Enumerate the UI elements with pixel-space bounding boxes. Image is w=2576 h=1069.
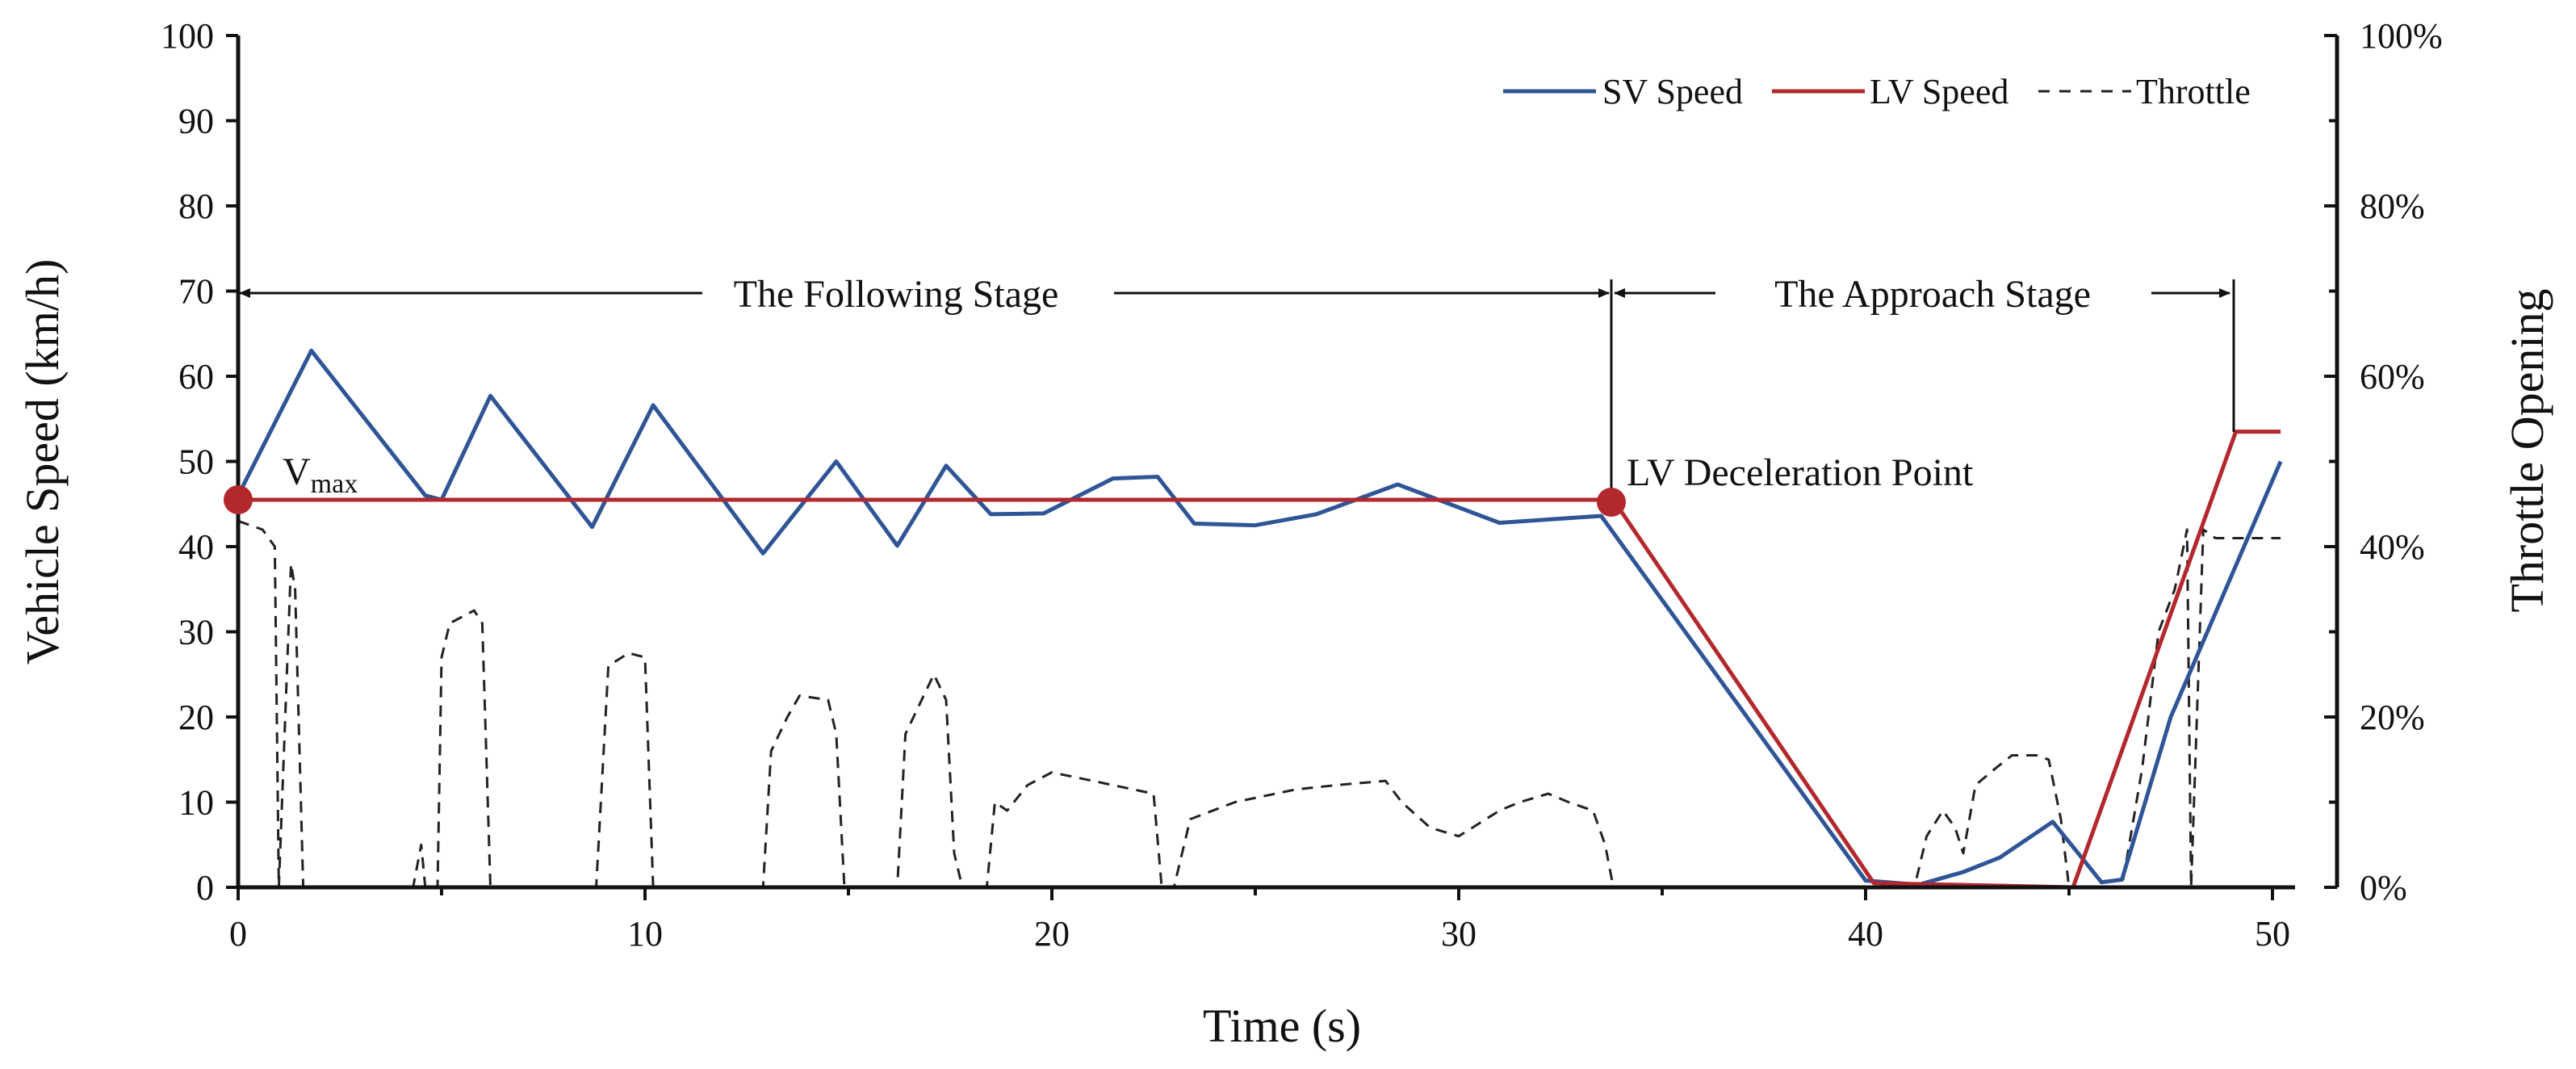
x-tick-label: 10 [627, 914, 663, 954]
y-tick-label-left: 70 [178, 272, 214, 312]
vmax-label-main: V [283, 451, 311, 493]
y-tick-label-left: 50 [178, 442, 214, 482]
y-tick-label-left: 20 [178, 698, 214, 737]
series-line-sv-speed [236, 348, 2283, 887]
x-tick-label: 0 [229, 914, 247, 954]
y-tick-label-left: 30 [178, 613, 214, 652]
x-tick-label: 30 [1441, 914, 1476, 954]
series-line-lv-speed [238, 430, 2281, 890]
x-tick-label: 50 [2255, 914, 2290, 954]
y-tick-label-right: 80% [2360, 187, 2425, 226]
y-tick-label-right: 20% [2360, 698, 2425, 737]
y-tick-label-left: 80 [178, 187, 214, 226]
following-stage-label: The Following Stage [734, 273, 1059, 316]
lv-deceleration-point [1597, 488, 1626, 517]
y-tick-label-right: 40% [2360, 527, 2425, 567]
y-tick-label-left: 100 [161, 16, 214, 56]
legend-label-sv-speed: SV Speed [1602, 72, 1743, 111]
series-line-throttle [237, 519, 2281, 889]
lv-deceleration-label: LV Deceleration Point [1627, 451, 1974, 494]
approach-stage-label: The Approach Stage [1774, 273, 2091, 316]
y-tick-label-right: 0% [2360, 868, 2407, 908]
vmax-label-sub: max [311, 469, 358, 499]
y-tick-label-left: 40 [178, 527, 214, 567]
y-tick-label-right: 100% [2360, 16, 2443, 56]
stage-annotations: The Following Stage The Approach Stage [239, 273, 2235, 502]
y-axis-title-right: Throttle Opening [2501, 288, 2553, 612]
y-tick-label-left: 60 [178, 357, 214, 396]
legend-label-lv-speed: LV Speed [1870, 72, 2008, 111]
vmax-label: Vmax [283, 451, 358, 499]
throttle-series-layer [237, 519, 2281, 889]
y-tick-label-left: 0 [196, 868, 214, 908]
y-axis-title-left: Vehicle Speed (km/h) [16, 259, 69, 665]
y-tick-label-left: 10 [178, 783, 214, 823]
x-tick-label: 40 [1848, 914, 1883, 954]
speed-series-layer [236, 348, 2283, 890]
y-tick-label-left: 90 [178, 102, 214, 141]
legend-label-throttle: Throttle [2136, 72, 2251, 111]
y-tick-label-right: 60% [2360, 357, 2425, 396]
x-tick-label: 20 [1034, 914, 1070, 954]
ticks-layer: 0 10 20 30 40 50 0 10 20 30 40 50 60 70 80 90 100 0% 20% 40… [161, 16, 2443, 954]
vmax-point [224, 485, 253, 514]
legend: SV Speed LV Speed Throttle [1503, 72, 2251, 111]
x-axis-title: Time (s) [1203, 1000, 1361, 1052]
